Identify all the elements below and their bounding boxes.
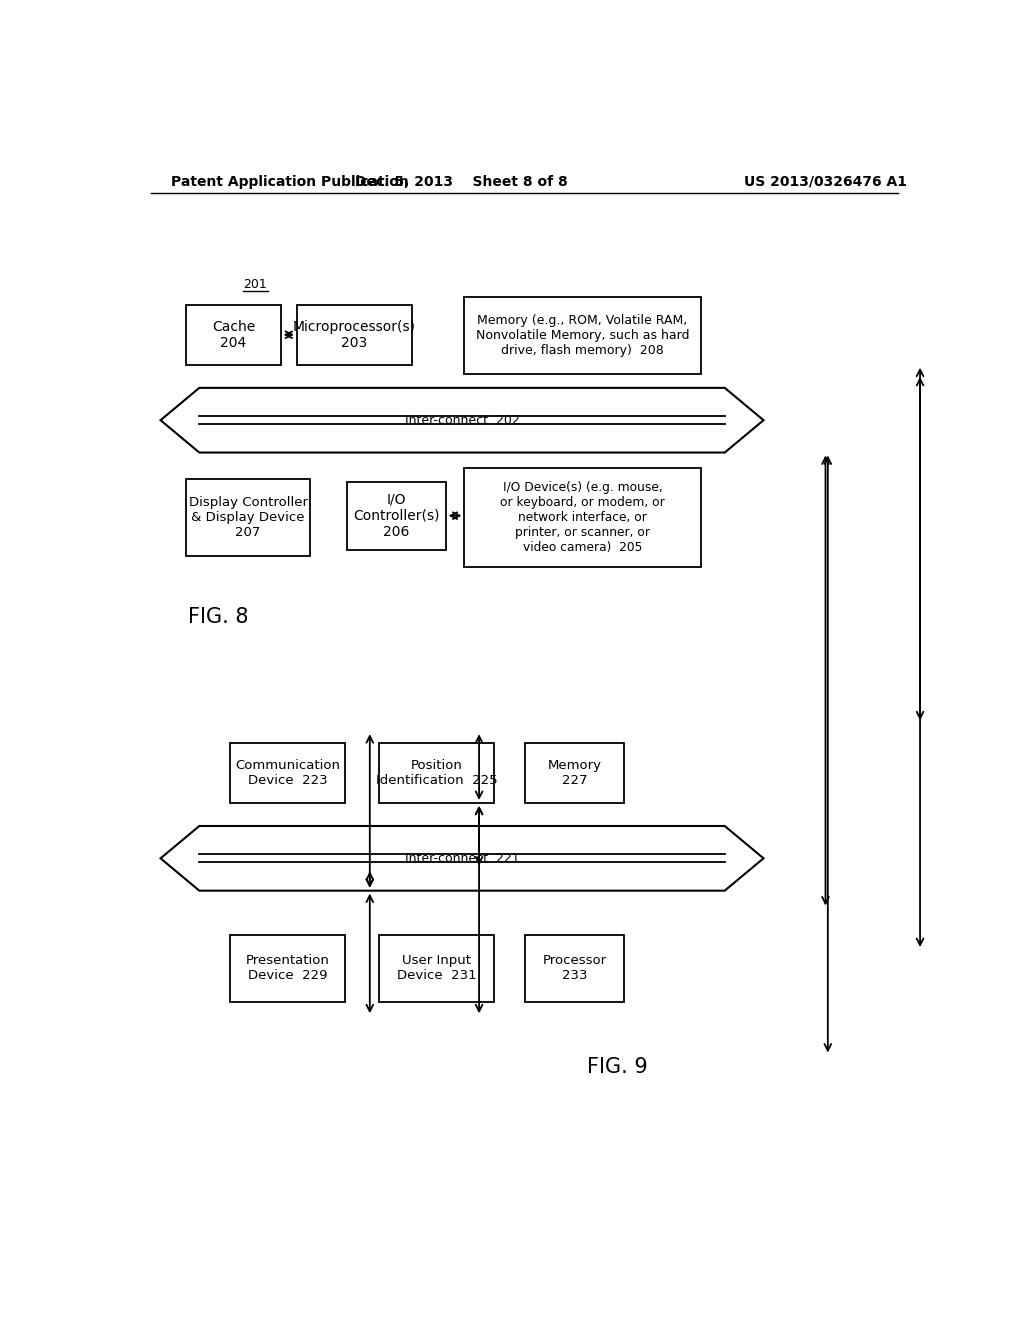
Text: User Input
Device  231: User Input Device 231 [396,954,476,982]
Polygon shape [161,826,764,891]
Bar [186,479,310,557]
Text: Position
Identification  225: Position Identification 225 [376,759,498,787]
Bar [230,935,345,1002]
Text: US 2013/0326476 A1: US 2013/0326476 A1 [744,174,907,189]
Text: Cache
204: Cache 204 [212,319,255,350]
Text: I/O
Controller(s)
206: I/O Controller(s) 206 [353,492,439,539]
Text: Inter-connect  202: Inter-connect 202 [404,413,519,426]
Text: Inter-connect  221: Inter-connect 221 [404,851,519,865]
Bar [464,469,700,566]
Text: 201: 201 [243,277,266,290]
Text: Presentation
Device  229: Presentation Device 229 [246,954,330,982]
Bar [379,935,494,1002]
Text: Communication
Device  223: Communication Device 223 [236,759,340,787]
Text: FIG. 9: FIG. 9 [587,1057,647,1077]
Text: Patent Application Publication: Patent Application Publication [171,174,409,189]
Bar [524,935,624,1002]
Bar [186,305,281,364]
Text: Dec. 5, 2013    Sheet 8 of 8: Dec. 5, 2013 Sheet 8 of 8 [355,174,567,189]
Text: Display Controller
& Display Device
207: Display Controller & Display Device 207 [188,496,307,540]
Bar [464,297,700,374]
Text: Microprocessor(s)
203: Microprocessor(s) 203 [293,319,416,350]
Bar [524,743,624,803]
Bar [230,743,345,803]
Bar [346,482,445,549]
Bar [379,743,494,803]
Text: Processor
233: Processor 233 [543,954,606,982]
Text: Memory (e.g., ROM, Volatile RAM,
Nonvolatile Memory, such as hard
drive, flash m: Memory (e.g., ROM, Volatile RAM, Nonvola… [476,314,689,356]
Text: FIG. 8: FIG. 8 [188,607,249,627]
Text: Memory
227: Memory 227 [548,759,601,787]
Text: I/O Device(s) (e.g. mouse,
or keyboard, or modem, or
network interface, or
print: I/O Device(s) (e.g. mouse, or keyboard, … [500,480,665,553]
Polygon shape [161,388,764,453]
Bar [297,305,412,364]
